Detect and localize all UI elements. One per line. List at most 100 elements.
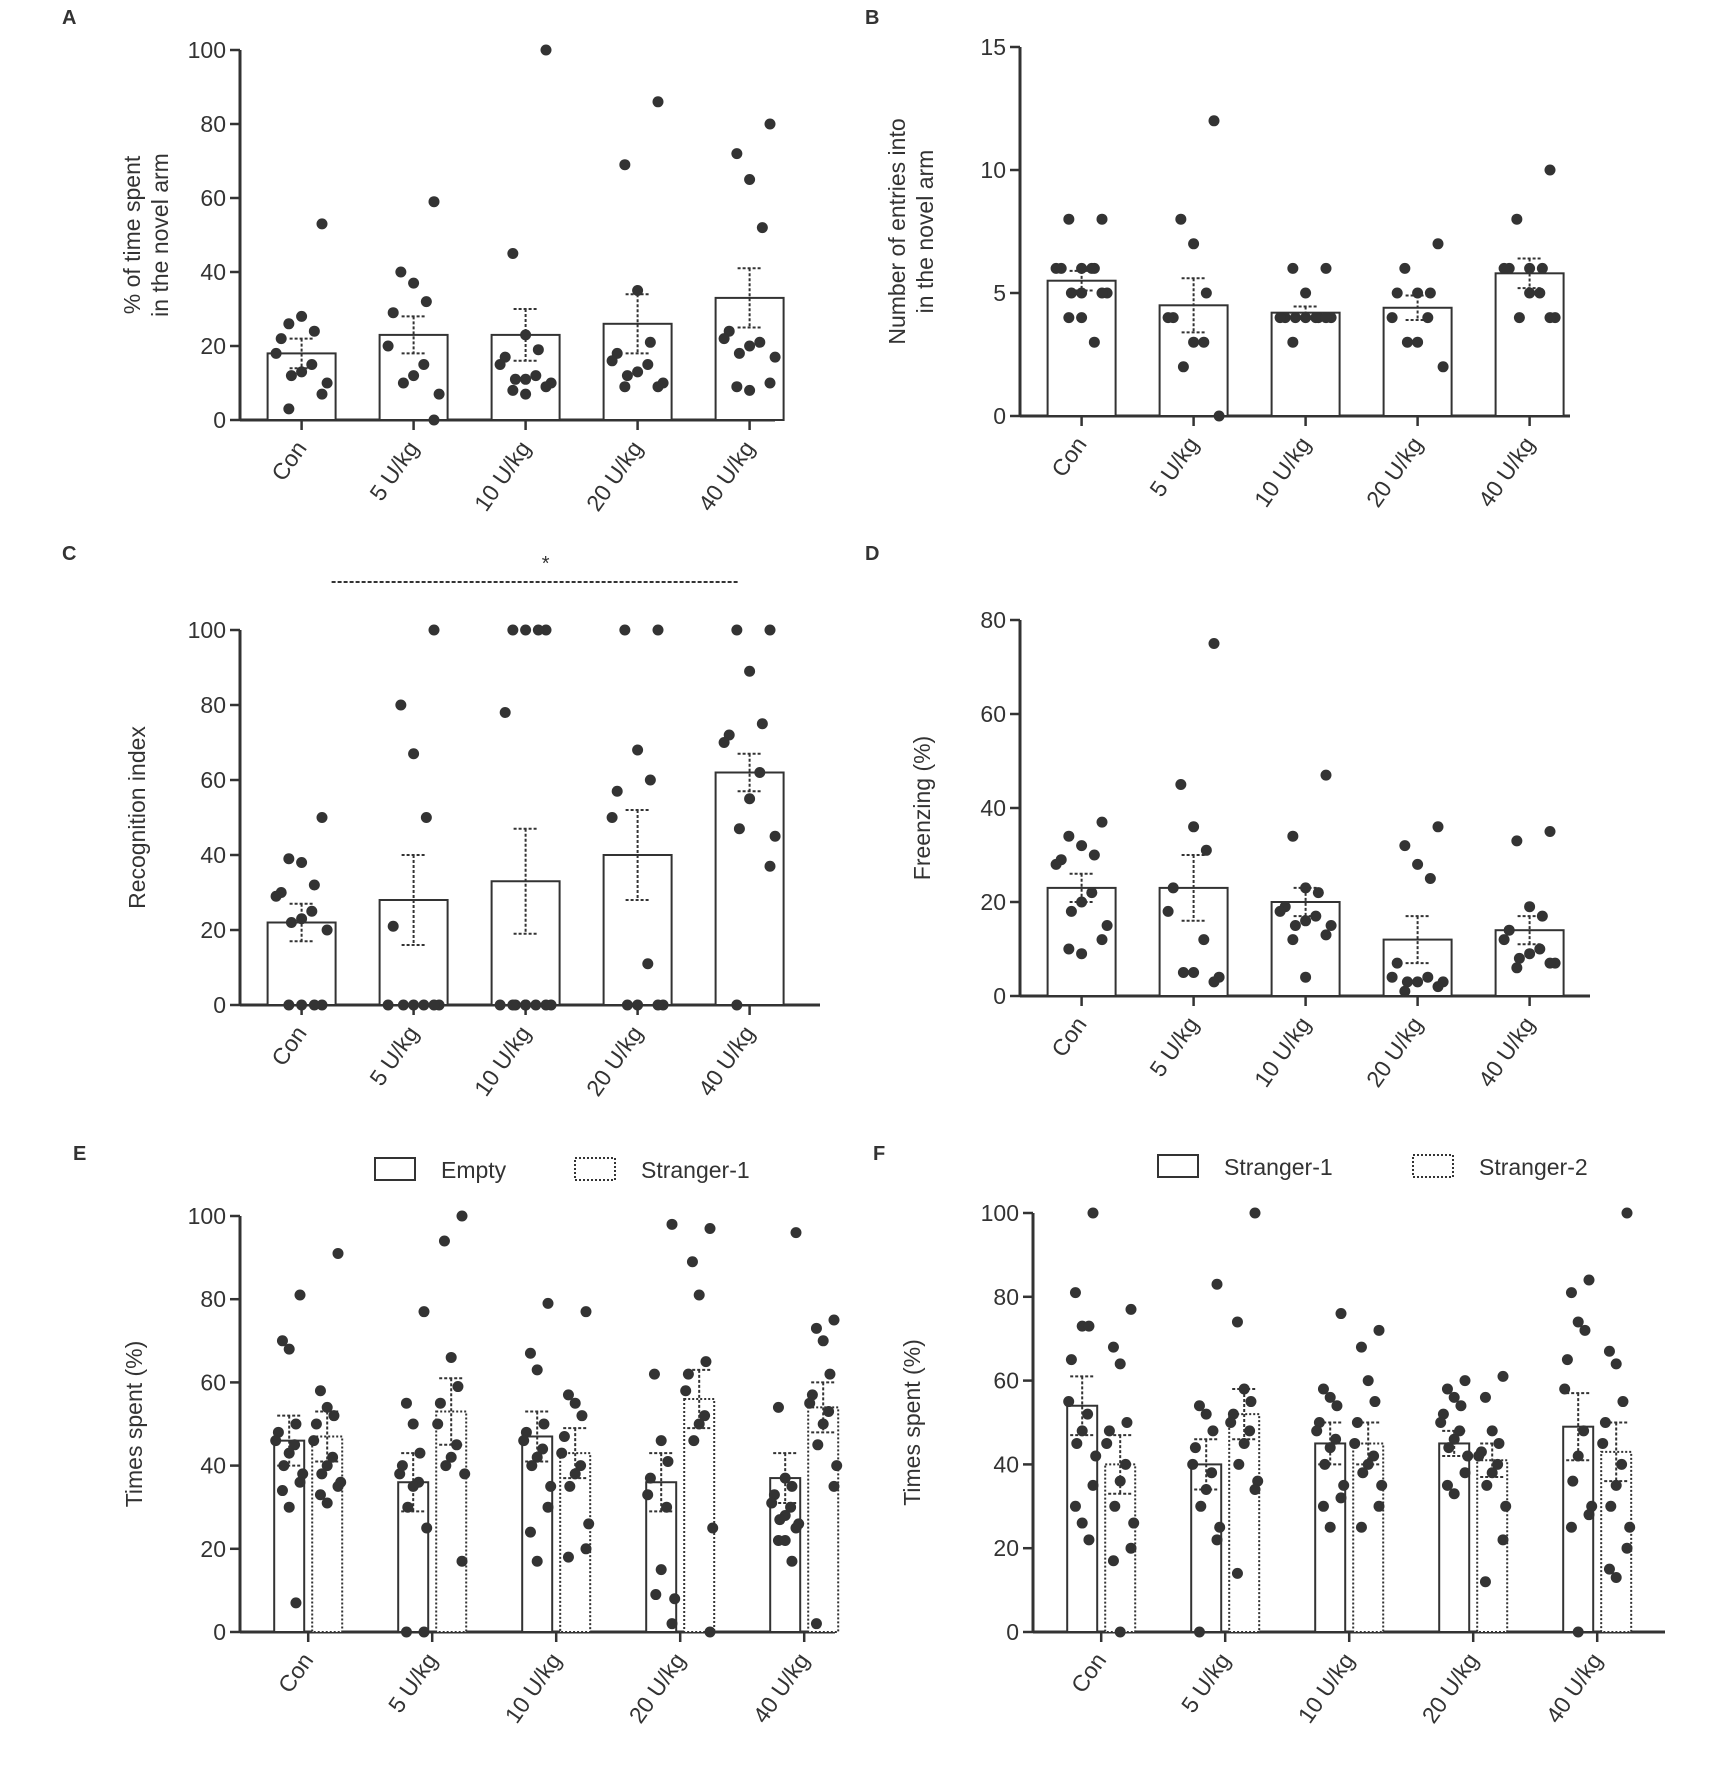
data-point <box>382 999 394 1011</box>
data-point <box>1063 1396 1075 1408</box>
data-point <box>283 1447 295 1459</box>
data-point <box>507 999 519 1011</box>
y-tick-label: 20 <box>200 917 226 943</box>
data-point <box>718 737 730 748</box>
data-point <box>321 924 333 936</box>
data-point <box>524 1347 536 1359</box>
data-point <box>1524 287 1536 299</box>
data-point <box>1355 1521 1367 1533</box>
data-point <box>1486 1467 1498 1479</box>
data-point <box>420 296 432 308</box>
data-point <box>494 359 506 370</box>
data-point <box>445 1351 457 1363</box>
data-point <box>428 196 440 208</box>
data-point <box>1572 1316 1584 1328</box>
x-tick-label: 20 U/kg <box>1417 1648 1484 1728</box>
data-point <box>520 999 532 1011</box>
x-tick-label: 40 U/kg <box>748 1648 815 1728</box>
data-point <box>1335 1492 1347 1504</box>
data-point <box>606 355 618 367</box>
y-tick-label: 100 <box>188 1203 226 1229</box>
data-point <box>456 1555 468 1567</box>
data-point <box>621 999 633 1011</box>
data-point <box>1310 910 1322 922</box>
data-point <box>1245 1396 1257 1408</box>
data-point <box>1624 1521 1636 1533</box>
data-point <box>704 1626 716 1638</box>
data-point <box>619 381 631 393</box>
panel-letter: E <box>73 1143 86 1165</box>
data-point <box>1399 985 1411 997</box>
data-point <box>395 699 407 711</box>
data-point <box>433 388 445 400</box>
data-point <box>1376 1479 1388 1491</box>
data-point <box>666 1218 678 1230</box>
data-point <box>418 999 430 1011</box>
data-point <box>1313 1417 1325 1428</box>
data-point <box>518 1435 530 1447</box>
data-point <box>1274 905 1286 917</box>
data-point <box>397 377 409 389</box>
data-point <box>290 1418 302 1430</box>
y-axis-title: Times spent (%) <box>899 1339 925 1506</box>
data-point <box>316 999 328 1011</box>
data-point <box>1076 948 1088 960</box>
x-tick-label: 20 U/kg <box>1361 432 1428 512</box>
y-tick-label: 60 <box>993 1368 1019 1394</box>
data-point <box>632 285 644 296</box>
panel-f: F 0 20 40 60 80 100 Times spent (%) Con 5 U/kg 10 … <box>873 1143 1665 1728</box>
data-point <box>1083 1534 1095 1546</box>
data-point <box>1120 1458 1132 1470</box>
data-point <box>1617 1396 1629 1408</box>
data-point <box>621 370 633 382</box>
data-point <box>1310 312 1322 324</box>
data-point <box>1312 887 1324 899</box>
data-point <box>790 1522 802 1534</box>
data-point <box>1351 1417 1363 1428</box>
data-point <box>1076 896 1088 908</box>
data-point <box>1399 262 1411 274</box>
data-point <box>1287 336 1299 348</box>
data-point <box>704 1222 716 1234</box>
data-point <box>1455 1400 1467 1412</box>
data-point <box>779 1472 791 1484</box>
panel-c: C 0 20 40 60 80 100 Recognition index Con 5 U/kg 1… <box>62 543 820 1101</box>
panel-e: E 0 20 40 60 80 100 Times spent (%) Con 5 U/kg 10 … <box>73 1143 843 1728</box>
data-point <box>569 1397 581 1409</box>
data-point <box>652 96 664 108</box>
data-point <box>540 44 552 56</box>
data-point <box>1317 1500 1329 1512</box>
data-point <box>531 1364 543 1376</box>
data-point <box>532 624 544 636</box>
data-point <box>1200 1408 1212 1420</box>
data-point <box>1603 1345 1615 1357</box>
data-point <box>1188 821 1200 833</box>
legend-swatch <box>1412 1154 1454 1178</box>
data-point <box>332 1247 344 1259</box>
data-point <box>1567 1475 1579 1487</box>
data-point <box>418 359 430 370</box>
data-point <box>321 1460 333 1472</box>
data-point <box>1459 1467 1471 1479</box>
y-tick-label: 0 <box>993 983 1006 1009</box>
data-point <box>1088 849 1100 861</box>
y-tick-label: 60 <box>200 185 226 211</box>
data-point <box>1368 1450 1380 1462</box>
data-point <box>440 1460 452 1472</box>
data-point <box>283 1501 295 1513</box>
data-point <box>1208 115 1220 127</box>
data-point <box>619 624 631 636</box>
data-point <box>680 1385 692 1397</box>
data-point <box>580 1306 592 1318</box>
data-point <box>1065 1354 1077 1366</box>
data-point <box>817 1418 829 1430</box>
data-point <box>328 1410 340 1422</box>
data-point <box>785 1501 797 1513</box>
data-point <box>1076 1425 1088 1437</box>
data-point <box>1208 638 1220 649</box>
data-point <box>1324 1521 1336 1533</box>
data-point <box>1621 1542 1633 1554</box>
data-point <box>1107 1341 1119 1353</box>
y-axis-title: Freenzing (%) <box>909 736 935 880</box>
data-point <box>306 359 318 370</box>
